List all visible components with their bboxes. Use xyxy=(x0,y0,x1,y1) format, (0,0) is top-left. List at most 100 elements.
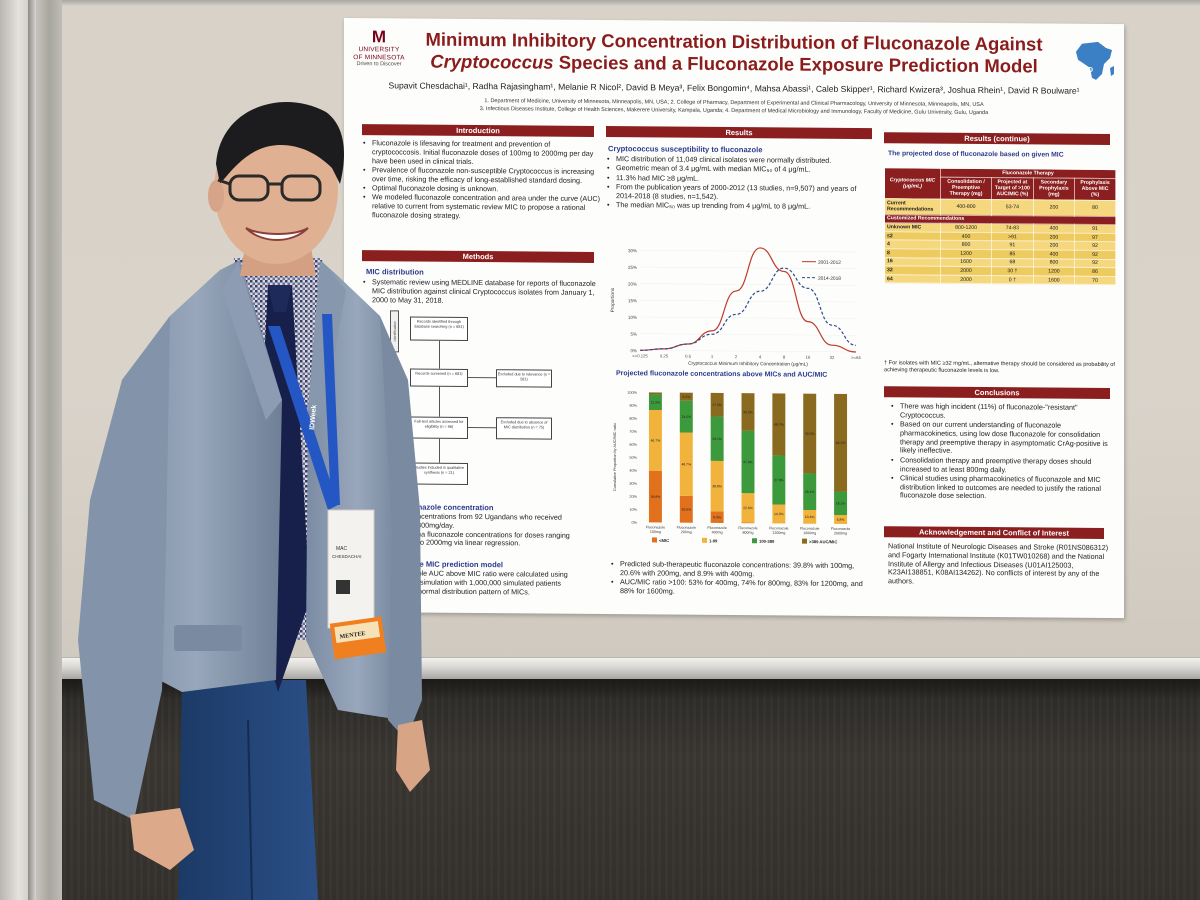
title-line2-rest: Species and a Fluconazole Exposure Predi… xyxy=(553,51,1038,77)
bar-segment xyxy=(803,393,817,474)
badge-name-line2: CHESDACHAI xyxy=(332,554,362,559)
susceptibility-heading: Cryptococcus susceptibility to fluconazo… xyxy=(608,144,763,155)
table-cell: 1200 xyxy=(940,249,992,259)
x-axis-label: Cryptococcus Minimum Inhibitory Concentr… xyxy=(688,361,808,368)
bar-data-label: 28.1% xyxy=(805,490,815,494)
bar-data-label: 6.2% xyxy=(682,395,690,399)
table-header-cell: Consolidation / Preemptive Therapy (mg) xyxy=(940,176,992,200)
x-tick-label: 0.25 xyxy=(660,353,669,358)
bar-segment xyxy=(741,393,755,431)
bar-data-label: 18.1% xyxy=(836,502,846,506)
title-line2-italic: Cryptococcus xyxy=(430,50,554,73)
y-tick-label: 50% xyxy=(629,456,637,460)
legend-swatch xyxy=(652,537,657,543)
legend-label: 1-99 xyxy=(709,538,718,543)
africa-map-logo-icon: ID xyxy=(1076,41,1114,80)
table-cell: 1600 xyxy=(940,257,992,267)
table-header-cell: Prophylaxis Above MIC (%) xyxy=(1074,177,1116,201)
lanyard-label: IDWeek xyxy=(309,404,318,430)
bar-data-label: 34.1% xyxy=(712,437,722,441)
gridline xyxy=(640,333,856,336)
table-cell: 200 xyxy=(1033,199,1075,216)
x-category-label: Fluconazole xyxy=(646,525,665,529)
poster-affiliations: 1. Department of Medicine, University of… xyxy=(414,98,1054,118)
bar-data-label: 37.8% xyxy=(774,478,784,482)
jacket-pocket xyxy=(174,625,242,651)
bar-segment xyxy=(772,455,786,505)
bar-data-label: 6.8% xyxy=(837,518,845,522)
table-cell: 30 † xyxy=(991,266,1034,276)
x-tick-label: >=64 xyxy=(851,355,861,360)
bar-data-label: 20.6% xyxy=(681,508,691,512)
table-cell: 2000 xyxy=(940,274,992,284)
board-frame-top xyxy=(55,0,1200,6)
series-line-2014-2018 xyxy=(639,267,857,351)
table-cell: >91 xyxy=(991,232,1034,242)
university-logo: M UNIVERSITY OF MINNESOTA Driven to Disc… xyxy=(352,27,406,78)
eyeglasses-icon xyxy=(217,174,322,202)
table-cell: 70 xyxy=(1074,275,1116,285)
table-cell: 53-74 xyxy=(991,199,1034,216)
presenter-person: IDWeek MAC CHESDACHAI MENTEE xyxy=(78,102,430,900)
bar-segment xyxy=(679,495,693,523)
x-category-label: 400mg xyxy=(712,530,723,534)
legend-label: 2001-2012 xyxy=(818,260,841,266)
y-tick-label: 80% xyxy=(629,417,637,421)
table-header-cell: Secondary Prophylaxis (mg) xyxy=(1033,177,1075,200)
bar-segment xyxy=(741,493,755,523)
university-m-icon: M xyxy=(371,27,387,47)
projected-dose-heading: The projected dose of fluconazole based … xyxy=(888,150,1064,159)
table-cell: 200 xyxy=(1033,241,1075,251)
conclusions-heading: Conclusions xyxy=(884,386,1110,400)
gridline xyxy=(640,283,856,286)
table-cell: 91 xyxy=(991,240,1034,250)
y-tick-label: 15% xyxy=(628,298,637,303)
bar-data-label: 11.9% xyxy=(651,401,660,405)
y-tick-label: 10% xyxy=(628,315,637,320)
table-cell: 92 xyxy=(1074,241,1116,251)
x-tick-label: 4 xyxy=(759,354,762,359)
badge-name-line1: MAC xyxy=(336,546,348,552)
bar-segment xyxy=(648,392,662,395)
y-axis-label: Cumulative Proportion by AUC/MIC ratio xyxy=(613,423,617,491)
bar-segment xyxy=(648,394,662,411)
logo-university-line1: UNIVERSITY xyxy=(358,46,400,54)
bar-segment xyxy=(803,473,817,511)
conclusion-bullet: Based on our current understanding of fl… xyxy=(890,419,1116,457)
table-cell: 85 xyxy=(991,249,1034,259)
y-tick-label: 90% xyxy=(629,404,637,408)
table-cell: 2000 xyxy=(940,266,992,276)
y-tick-label: 30% xyxy=(629,482,637,486)
table-cell: Current Recommendations xyxy=(884,198,941,215)
mic-distribution-line-chart: 30% 25% 20% 15% 10% 5% 0%<=0.125 0.25 0.5 1 2 4 8 16 3… xyxy=(610,247,861,368)
y-tick-label: 30% xyxy=(628,248,637,253)
hair xyxy=(216,102,345,184)
x-tick-label: 0.5 xyxy=(685,354,691,359)
table-cell: 91 xyxy=(1074,224,1116,234)
x-category-label: 100mg xyxy=(650,530,661,534)
table-cell: 800 xyxy=(1033,258,1075,268)
svg-text:ID: ID xyxy=(1086,67,1093,74)
results-bottom-bullets: Predicted sub-therapeutic fluconazole co… xyxy=(610,559,864,598)
bar-segment xyxy=(772,393,786,456)
y-tick-label: 0% xyxy=(632,521,638,525)
legend-label: 100-389 xyxy=(759,539,775,544)
hands xyxy=(130,720,430,870)
results-heading: Results xyxy=(606,126,872,140)
table-cell: 74-83 xyxy=(991,223,1034,233)
bar-segment xyxy=(679,432,693,496)
bar-data-label: 36.2% xyxy=(743,410,753,414)
x-category-label: 1200mg xyxy=(772,531,785,535)
bar-segment xyxy=(741,430,755,494)
y-tick-label: 0% xyxy=(630,348,637,353)
table-cell: 97 xyxy=(1074,233,1116,242)
table-cell: 86 xyxy=(1074,267,1116,277)
table-footnote: † For isolates with MIC ≥32 mg/mL, alter… xyxy=(884,360,1115,375)
gridline xyxy=(640,350,856,353)
name-badge: MAC CHESDACHAI MENTEE xyxy=(327,509,387,660)
x-category-label: 1600mg xyxy=(803,531,816,535)
y-tick-label: 70% xyxy=(629,430,637,434)
bar-data-label: 48.7% xyxy=(774,423,784,427)
flow-box-excluded-mic: Excluded due to absence of MIC distribut… xyxy=(496,417,552,440)
